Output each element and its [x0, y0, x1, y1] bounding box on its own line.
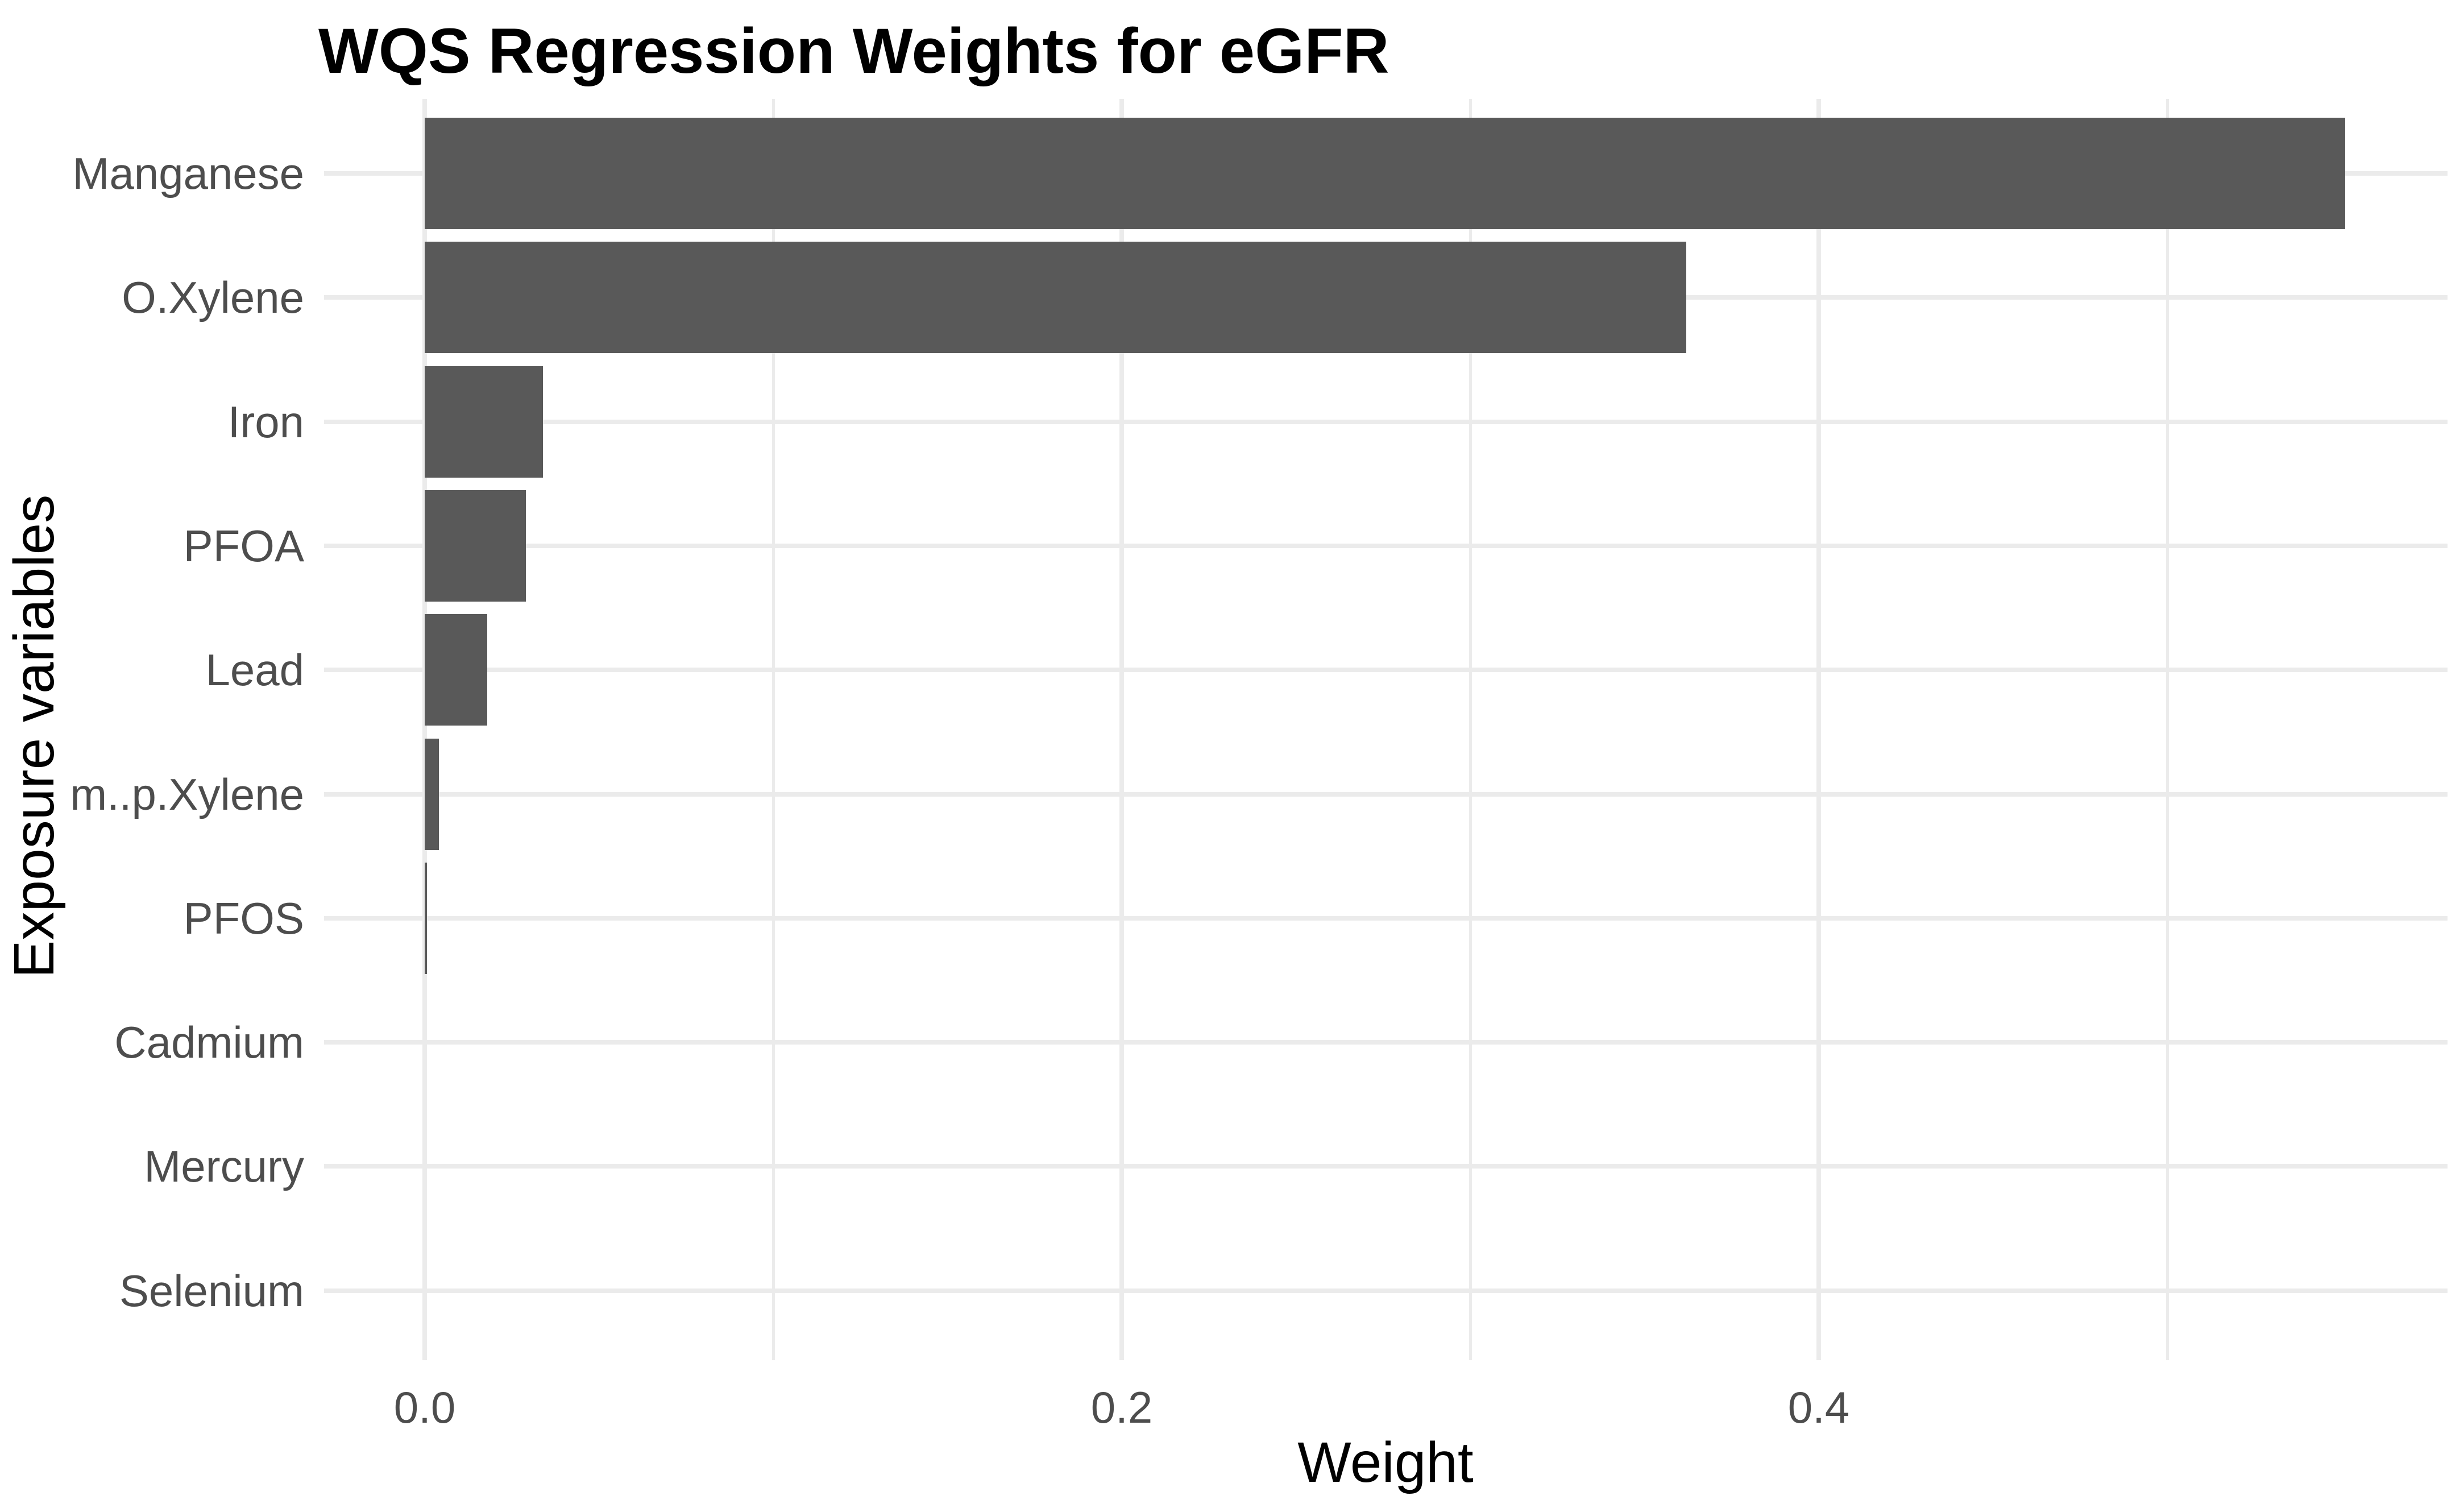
y-axis-title: Exposure variables	[2, 494, 66, 979]
y-tick-label: PFOA	[183, 520, 304, 571]
bar	[425, 118, 2345, 229]
bar	[425, 738, 439, 850]
y-major-gridline	[324, 668, 2448, 673]
x-minor-gridline	[2166, 99, 2169, 1360]
x-tick-label: 0.4	[1787, 1382, 1850, 1432]
y-tick-label: O.Xylene	[122, 272, 304, 323]
y-tick-label: Mercury	[144, 1141, 304, 1192]
x-major-gridline	[1816, 99, 1821, 1360]
chart-title: WQS Regression Weights for eGFR	[318, 15, 1389, 86]
bar	[425, 614, 488, 726]
x-minor-gridline	[1469, 99, 1472, 1360]
y-major-gridline	[324, 1288, 2448, 1293]
y-tick-label: Iron	[227, 396, 304, 447]
y-major-gridline	[324, 543, 2448, 548]
y-tick-label: PFOS	[183, 893, 304, 943]
bar	[425, 862, 427, 974]
y-tick-label: Lead	[205, 645, 304, 695]
x-major-gridline	[422, 99, 427, 1360]
y-major-gridline	[324, 419, 2448, 424]
x-major-gridline	[1119, 99, 1124, 1360]
y-tick-label: Cadmium	[114, 1017, 304, 1068]
x-minor-gridline	[771, 99, 775, 1360]
y-major-gridline	[324, 1040, 2448, 1045]
x-tick-label: 0.0	[393, 1382, 456, 1432]
x-tick-label: 0.2	[1090, 1382, 1153, 1432]
y-tick-label: m..p.Xylene	[70, 769, 304, 819]
y-tick-label: Selenium	[119, 1265, 304, 1316]
bar	[425, 366, 544, 478]
y-major-gridline	[324, 915, 2448, 921]
y-major-gridline	[324, 792, 2448, 797]
bar	[425, 242, 1687, 354]
y-tick-label: Manganese	[72, 148, 304, 198]
bar	[425, 490, 526, 602]
y-major-gridline	[324, 1164, 2448, 1169]
x-axis-title: Weight	[1297, 1431, 1474, 1494]
